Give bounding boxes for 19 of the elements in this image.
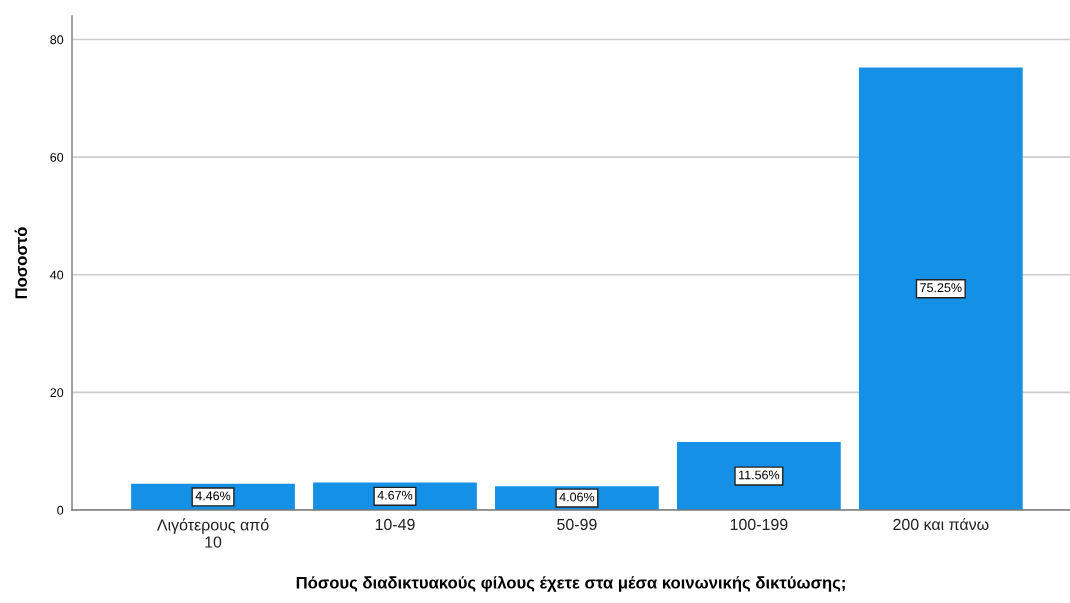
data-label: 4.67% — [377, 490, 413, 500]
x-tick-label: 200 και πάνω — [893, 517, 989, 531]
y-tick-label: 40 — [50, 270, 64, 280]
x-axis-title: Πόσους διαδικτυακούς φίλους έχετε στα μέσα κοινωνικής δικτύωσης; — [296, 575, 845, 592]
data-label: 11.56% — [739, 470, 780, 480]
y-tick-label: 80 — [50, 35, 64, 45]
data-label: 4.46% — [195, 491, 231, 501]
x-tick-label: 100-199 — [730, 518, 788, 531]
x-tick-label: 10-49 — [375, 518, 415, 531]
y-tick-label: 20 — [50, 388, 64, 398]
bar — [858, 67, 1023, 511]
bar — [676, 442, 841, 511]
y-axis-title: Ποσοστό — [14, 227, 28, 299]
y-tick-label: 0 — [57, 505, 64, 515]
data-label: 75.25% — [920, 283, 962, 293]
data-label: 4.06% — [559, 492, 595, 502]
y-tick-label: 60 — [50, 152, 64, 162]
x-tick-label: 50-99 — [557, 518, 597, 531]
x-tick-label: Λιγότερους από 10 — [156, 518, 269, 548]
